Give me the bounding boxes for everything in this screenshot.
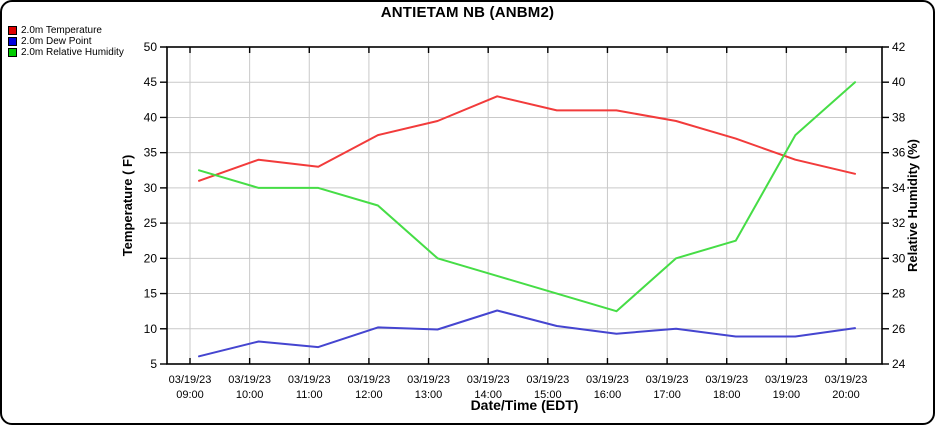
x-tick-label-time: 10:00 bbox=[236, 389, 264, 401]
y-right-tick-label: 26 bbox=[892, 322, 906, 336]
y-right-tick-label: 28 bbox=[892, 287, 906, 301]
x-tick-label-date: 03/19/23 bbox=[705, 374, 748, 386]
2-0m-temperature-line bbox=[198, 95, 856, 182]
y-left-tick-label: 25 bbox=[144, 216, 158, 230]
x-tick-label-date: 03/19/23 bbox=[825, 374, 868, 386]
legend-item-label: 2.0m Relative Humidity bbox=[21, 47, 124, 58]
x-tick-label-time: 12:00 bbox=[355, 389, 383, 401]
y-left-tick-label: 35 bbox=[144, 146, 158, 160]
legend-swatch-icon bbox=[8, 48, 17, 57]
y-left-tick-label: 30 bbox=[144, 181, 158, 195]
y-right-tick-label: 34 bbox=[892, 181, 906, 195]
x-tick-label-time: 19:00 bbox=[773, 389, 801, 401]
y-right-tick-label: 30 bbox=[892, 251, 906, 265]
x-tick-label-time: 18:00 bbox=[713, 389, 741, 401]
y-right-tick-label: 24 bbox=[892, 357, 906, 371]
legend-item: 2.0m Temperature bbox=[8, 25, 124, 36]
y-left-tick-label: 50 bbox=[144, 40, 158, 54]
y-left-tick-label: 15 bbox=[144, 287, 158, 301]
y-left-tick-label: 5 bbox=[150, 357, 157, 371]
2-0m-dew-point-line bbox=[198, 309, 856, 358]
x-tick-label-time: 09:00 bbox=[176, 389, 204, 401]
y-left-axis-title: Temperature ( F) bbox=[120, 155, 135, 257]
x-tick-label-date: 03/19/23 bbox=[347, 374, 390, 386]
x-tick-label-date: 03/19/23 bbox=[586, 374, 629, 386]
legend-item: 2.0m Relative Humidity bbox=[8, 47, 124, 58]
x-tick-label-time: 13:00 bbox=[415, 389, 443, 401]
chart-title: ANTIETAM NB (ANBM2) bbox=[380, 4, 555, 21]
legend-swatch-icon bbox=[8, 37, 17, 46]
y-right-tick-label: 40 bbox=[892, 75, 906, 89]
x-tick-label-time: 17:00 bbox=[653, 389, 681, 401]
x-axis-title: Date/Time (EDT) bbox=[471, 397, 579, 413]
legend-swatch-icon bbox=[8, 26, 17, 35]
y-right-tick-label: 42 bbox=[892, 40, 906, 54]
x-tick-label-time: 14:00 bbox=[474, 389, 502, 401]
y-left-tick-label: 45 bbox=[144, 75, 158, 89]
x-tick-label-date: 03/19/23 bbox=[467, 374, 510, 386]
x-tick-label-date: 03/19/23 bbox=[288, 374, 331, 386]
y-left-tick-label: 20 bbox=[144, 251, 158, 265]
x-tick-label-date: 03/19/23 bbox=[407, 374, 450, 386]
x-tick-label-date: 03/19/23 bbox=[169, 374, 212, 386]
x-tick-label-date: 03/19/23 bbox=[646, 374, 689, 386]
y-left-tick-label: 40 bbox=[144, 110, 158, 124]
x-tick-label-date: 03/19/23 bbox=[526, 374, 569, 386]
x-tick-label-date: 03/19/23 bbox=[765, 374, 808, 386]
legend-item-label: 2.0m Temperature bbox=[21, 25, 102, 36]
x-tick-label-time: 16:00 bbox=[594, 389, 622, 401]
x-tick-label-time: 15:00 bbox=[534, 389, 562, 401]
y-right-tick-label: 36 bbox=[892, 146, 906, 160]
x-tick-label-date: 03/19/23 bbox=[228, 374, 271, 386]
legend-item-label: 2.0m Dew Point bbox=[21, 36, 92, 47]
y-right-tick-label: 32 bbox=[892, 216, 906, 230]
x-tick-label-time: 11:00 bbox=[296, 389, 323, 401]
y-right-tick-label: 38 bbox=[892, 110, 906, 124]
x-tick-label-time: 20:00 bbox=[832, 389, 860, 401]
y-left-tick-label: 10 bbox=[144, 322, 158, 336]
y-right-axis-title: Relative Humidity (%) bbox=[905, 139, 920, 272]
legend: 2.0m Temperature 2.0m Dew Point 2.0m Relat… bbox=[8, 25, 124, 58]
2-0m-relative-humidity-line bbox=[198, 81, 856, 313]
plot-border bbox=[166, 46, 883, 365]
legend-item: 2.0m Dew Point bbox=[8, 36, 124, 47]
